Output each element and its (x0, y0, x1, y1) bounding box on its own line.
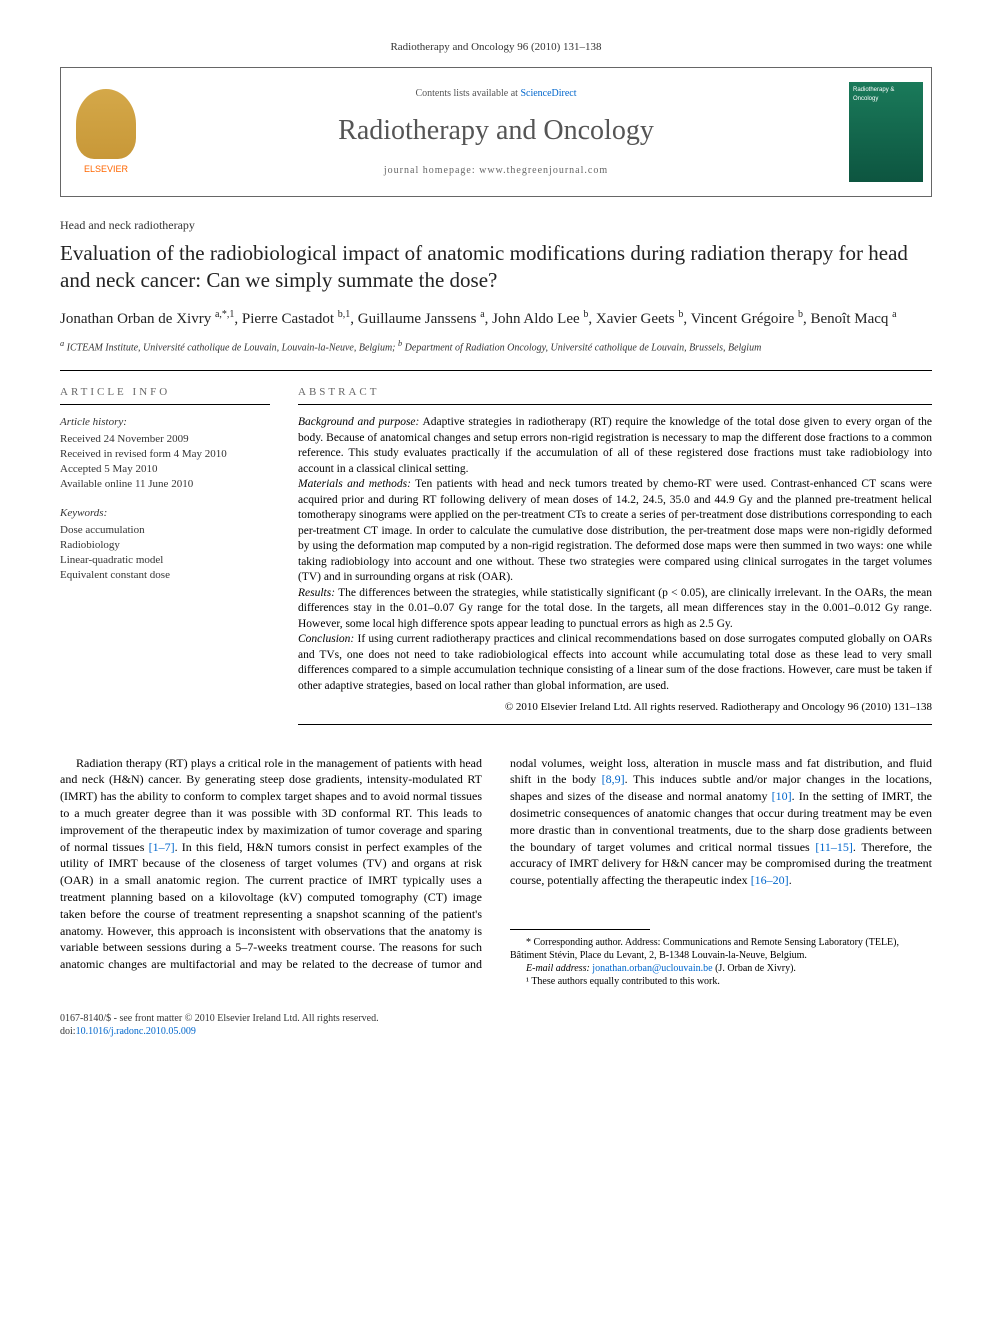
abstract-segment-text: If using current radiotherapy practices … (298, 633, 932, 692)
body-text: Radiation therapy (RT) plays a critical … (60, 755, 932, 988)
journal-homepage-line: journal homepage: www.thegreenjournal.co… (384, 164, 608, 178)
history-item: Available online 11 June 2010 (60, 477, 270, 492)
abstract-body: Background and purpose: Adaptive strateg… (298, 415, 932, 694)
doi-line: doi:10.1016/j.radonc.2010.05.009 (60, 1025, 932, 1038)
abstract-segment-label: Conclusion: (298, 633, 354, 645)
keyword-item: Dose accumulation (60, 523, 270, 538)
abstract-column: ABSTRACT Background and purpose: Adaptiv… (298, 385, 932, 735)
author-list: Jonathan Orban de Xivry a,*,1, Pierre Ca… (60, 307, 932, 331)
info-rule (60, 404, 270, 405)
history-list: Received 24 November 2009Received in rev… (60, 432, 270, 491)
email-label: E-mail address: (526, 963, 590, 974)
abstract-segment: Materials and methods: Ten patients with… (298, 477, 932, 586)
history-item: Received 24 November 2009 (60, 432, 270, 447)
affiliations: a ICTEAM Institute, Université catholiqu… (60, 338, 932, 355)
abstract-copyright: © 2010 Elsevier Ireland Ltd. All rights … (298, 700, 932, 715)
keyword-item: Equivalent constant dose (60, 568, 270, 583)
bottom-matter: 0167-8140/$ - see front matter © 2010 El… (60, 1012, 932, 1038)
abstract-segment-label: Background and purpose: (298, 416, 419, 428)
banner-center: Contents lists available at ScienceDirec… (151, 68, 841, 196)
journal-cover-box: Radiotherapy & Oncology (841, 68, 931, 196)
abstract-segment-label: Results: (298, 587, 335, 599)
info-abstract-row: ARTICLE INFO Article history: Received 2… (60, 385, 932, 735)
citation-header: Radiotherapy and Oncology 96 (2010) 131–… (60, 40, 932, 55)
article-info-column: ARTICLE INFO Article history: Received 2… (60, 385, 270, 735)
homepage-prefix: journal homepage: (384, 165, 479, 176)
doi-link[interactable]: 10.1016/j.radonc.2010.05.009 (76, 1026, 196, 1037)
contents-prefix: Contents lists available at (415, 88, 520, 99)
email-footnote: E-mail address: jonathan.orban@uclouvain… (510, 962, 932, 975)
corresponding-author-footnote: * Corresponding author. Address: Communi… (510, 936, 932, 962)
divider (60, 370, 932, 371)
keywords-list: Dose accumulationRadiobiologyLinear-quad… (60, 523, 270, 582)
history-item: Accepted 5 May 2010 (60, 462, 270, 477)
abstract-segment-label: Materials and methods: (298, 478, 411, 490)
history-label: Article history: (60, 415, 270, 430)
citation-link[interactable]: [11–15] (815, 840, 853, 854)
sciencedirect-link[interactable]: ScienceDirect (520, 88, 576, 99)
elsevier-tree-icon (76, 89, 136, 159)
keywords-label: Keywords: (60, 506, 270, 521)
article-info-heading: ARTICLE INFO (60, 385, 270, 400)
article-title: Evaluation of the radiobiological impact… (60, 240, 932, 295)
abstract-segment: Results: The differences between the str… (298, 586, 932, 633)
citation-link[interactable]: [10] (772, 789, 792, 803)
publisher-logo-box: ELSEVIER (61, 68, 151, 196)
journal-banner: ELSEVIER Contents lists available at Sci… (60, 67, 932, 197)
homepage-url: www.thegreenjournal.com (479, 165, 608, 176)
body-text-span: . (789, 873, 792, 887)
contents-available-line: Contents lists available at ScienceDirec… (415, 87, 576, 101)
citation-link[interactable]: [1–7] (149, 840, 175, 854)
keyword-item: Linear-quadratic model (60, 553, 270, 568)
email-link[interactable]: jonathan.orban@uclouvain.be (592, 963, 712, 974)
keyword-item: Radiobiology (60, 538, 270, 553)
abstract-segment-text: Ten patients with head and neck tumors t… (298, 478, 932, 583)
email-name: (J. Orban de Xivry). (713, 963, 796, 974)
citation-link[interactable]: [8,9] (602, 772, 625, 786)
abstract-end-rule (298, 724, 932, 725)
doi-label: doi: (60, 1026, 76, 1037)
footnote-rule (510, 929, 650, 930)
cover-title: Radiotherapy & Oncology (853, 86, 919, 103)
abstract-rule (298, 404, 932, 405)
history-item: Received in revised form 4 May 2010 (60, 447, 270, 462)
contribution-footnote: ¹ These authors equally contributed to t… (510, 975, 932, 988)
abstract-segment: Conclusion: If using current radiotherap… (298, 632, 932, 694)
citation-link[interactable]: [16–20] (751, 873, 789, 887)
abstract-heading: ABSTRACT (298, 385, 932, 400)
issn-line: 0167-8140/$ - see front matter © 2010 El… (60, 1012, 932, 1025)
abstract-segment: Background and purpose: Adaptive strateg… (298, 415, 932, 477)
abstract-segment-text: The differences between the strategies, … (298, 587, 932, 630)
journal-cover-thumbnail: Radiotherapy & Oncology (849, 82, 923, 182)
publisher-name: ELSEVIER (84, 163, 128, 176)
journal-name: Radiotherapy and Oncology (338, 111, 654, 150)
article-section-label: Head and neck radiotherapy (60, 217, 932, 234)
